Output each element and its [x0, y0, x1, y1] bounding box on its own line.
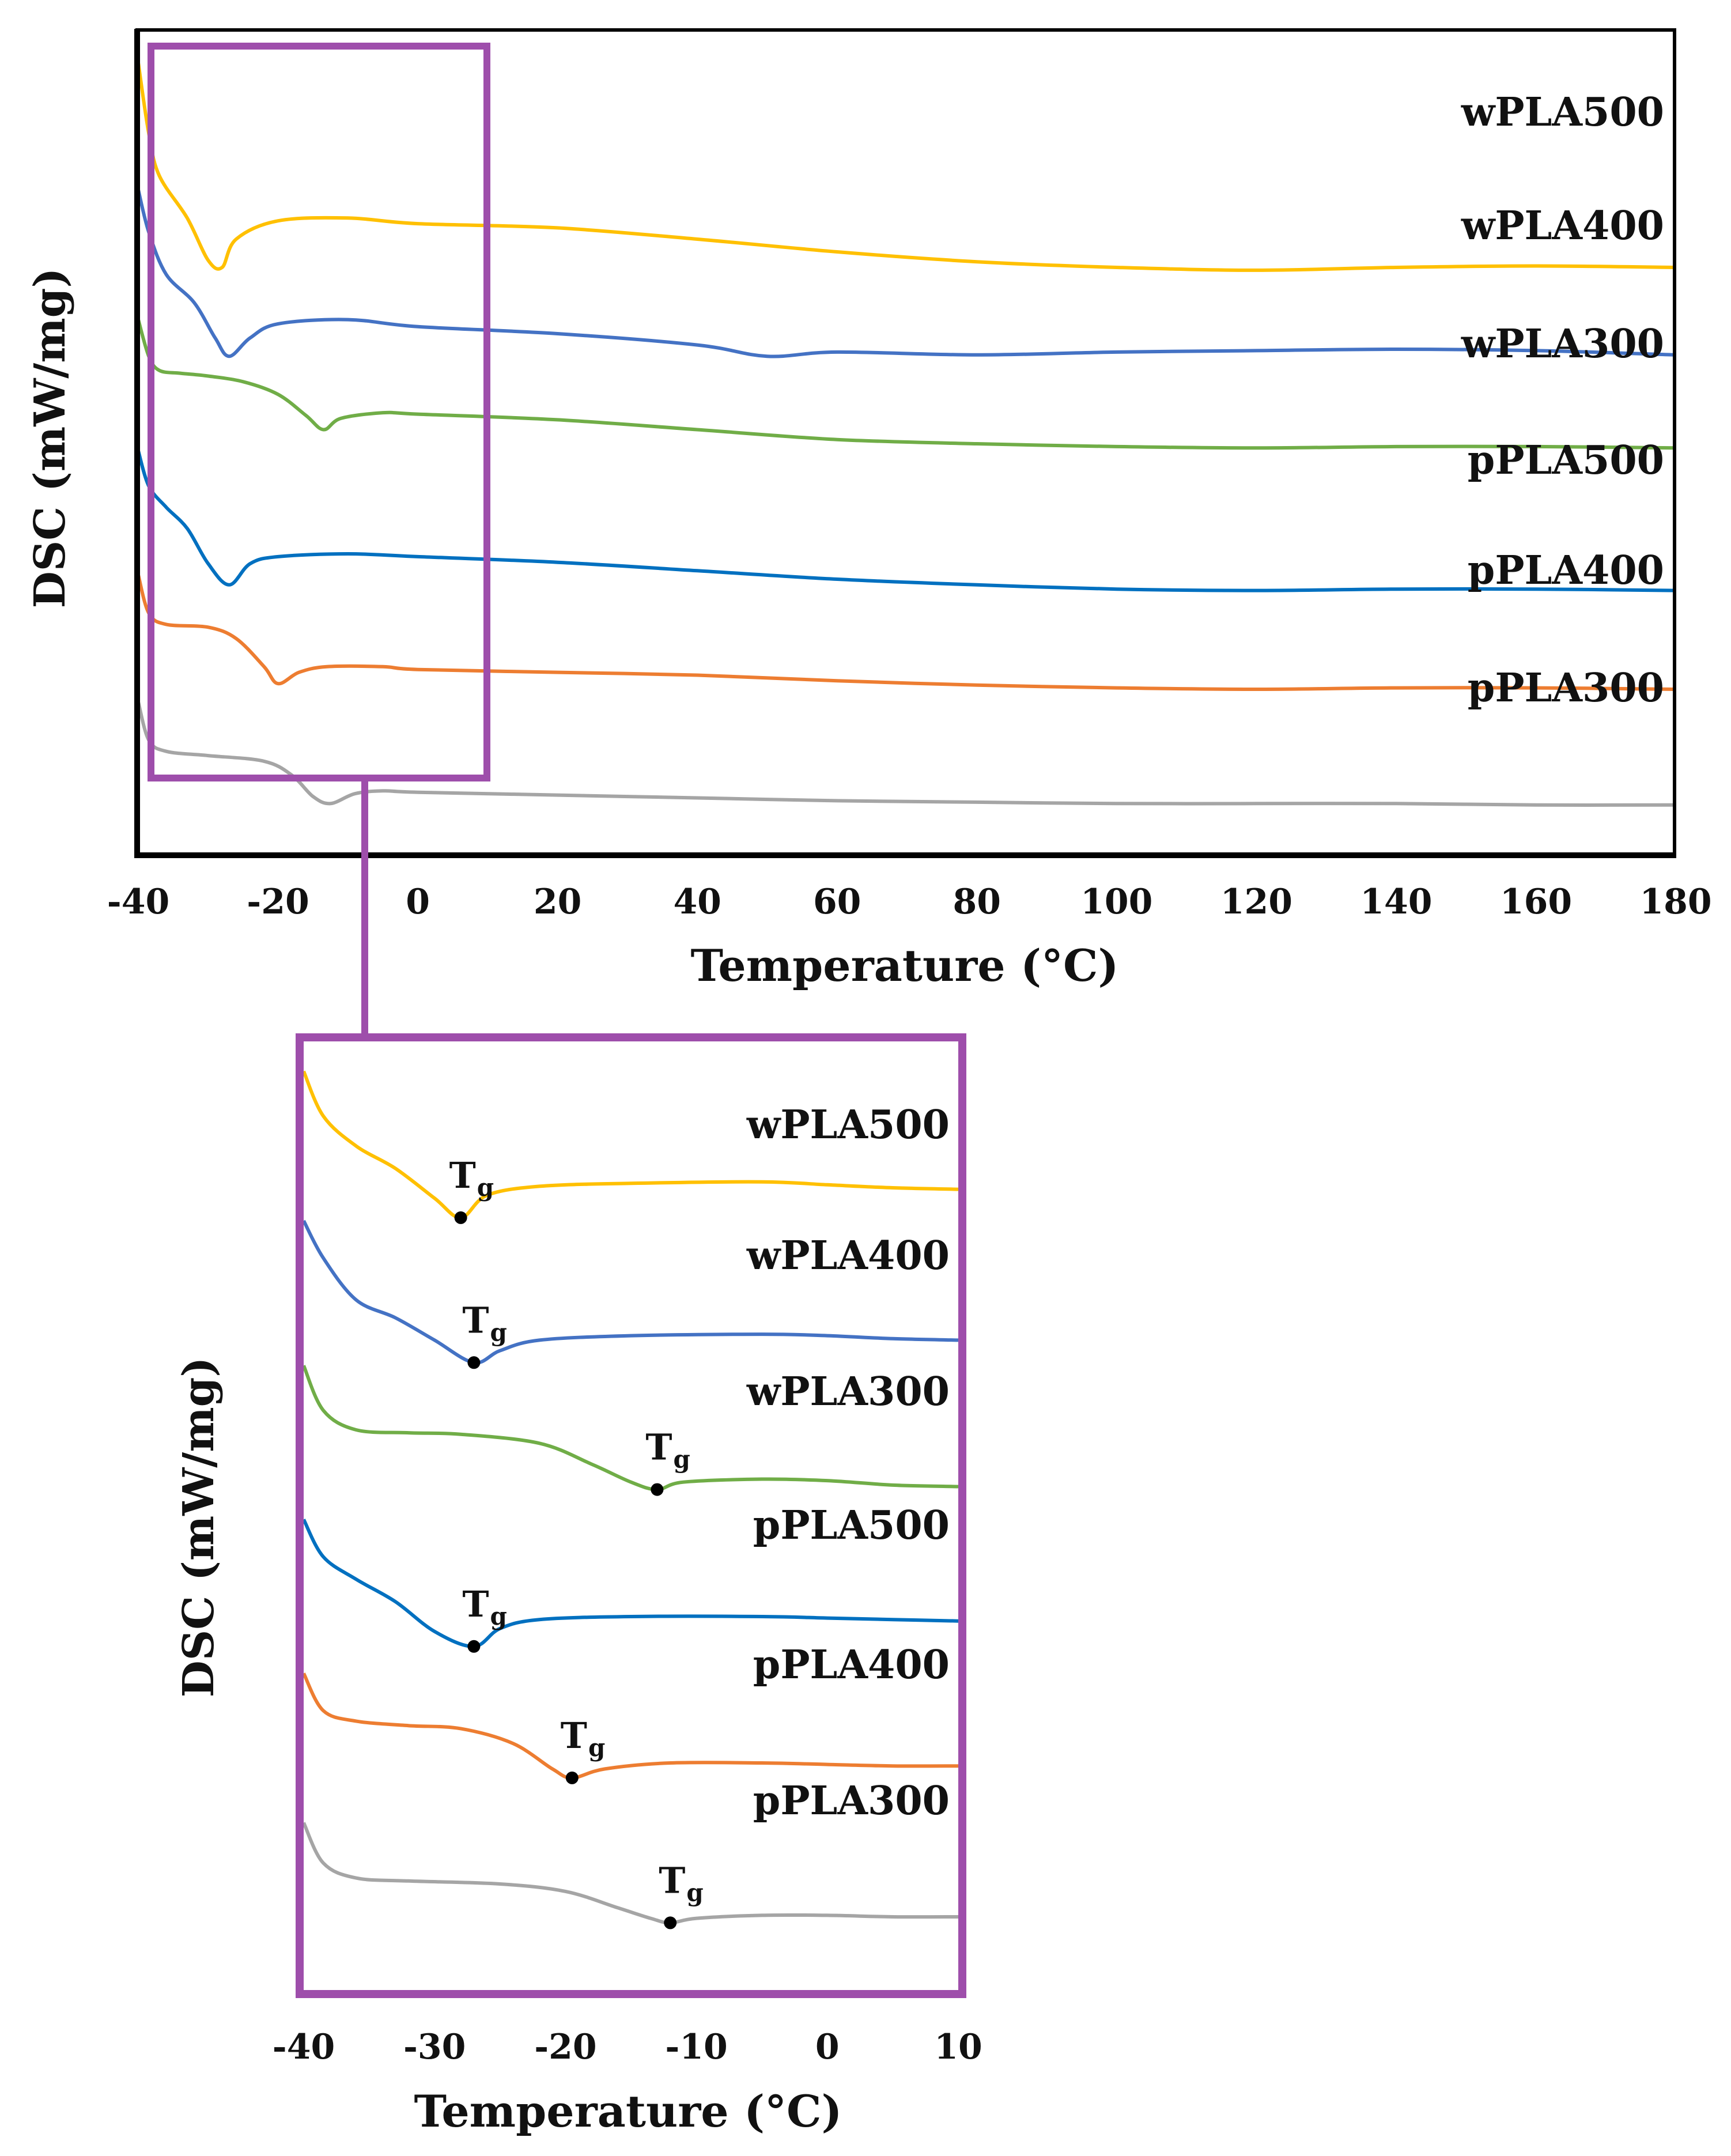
- main-series-label-ppla500: pPLA500: [1468, 437, 1664, 484]
- main-series-label-wpla400: wPLA400: [1461, 203, 1664, 249]
- inset-x-tick-neg30: -30: [403, 2027, 466, 2067]
- inset-series-line-ppla300: [302, 1822, 959, 1925]
- main-x-tick-120: 120: [1220, 882, 1292, 922]
- main-series-label-ppla300: pPLA300: [1468, 665, 1664, 711]
- main-series-line-wpla400: [137, 189, 1676, 358]
- main-x-tick-160: 160: [1500, 882, 1572, 922]
- main-series-line-ppla500: [137, 450, 1676, 592]
- main-x-tick-neg40: -40: [107, 882, 169, 922]
- inset-series-label-group: wPLA500 Tg wPLA400 Tg wPLA300 Tg pPLA500 Tg pPLA…: [449, 1102, 950, 1930]
- main-x-tick-40: 40: [673, 882, 721, 922]
- tg-label-wpla400: Tg: [462, 1299, 507, 1346]
- main-x-tick-180: 180: [1639, 882, 1711, 922]
- inset-x-tick-neg20: -20: [534, 2027, 596, 2067]
- tg-marker-ppla300: [664, 1916, 677, 1930]
- inset-x-tick-0: 0: [815, 2027, 840, 2067]
- tg-marker-ppla500: [467, 1640, 481, 1653]
- inset-series-label-wpla300: wPLA300: [746, 1369, 950, 1415]
- tg-marker-wpla500: [454, 1211, 467, 1224]
- main-x-tick-0: 0: [406, 882, 430, 922]
- tg-label-ppla400: Tg: [561, 1715, 606, 1762]
- inset-x-tick-group: -40 -30 -20 -10 0 10: [273, 2027, 982, 2067]
- inset-series-label-wpla400: wPLA400: [746, 1233, 950, 1279]
- inset-series-line-wpla400: [302, 1219, 959, 1365]
- tg-marker-wpla300: [651, 1483, 664, 1496]
- inset-y-axis-label: DSC (mW/mg): [174, 1357, 224, 1698]
- tg-label-wpla300: Tg: [645, 1426, 690, 1474]
- main-x-tick-20: 20: [534, 882, 582, 922]
- main-series-label-ppla400: pPLA400: [1468, 548, 1664, 594]
- main-x-axis-label: Temperature (°C): [690, 940, 1118, 991]
- inset-series-label-ppla400: pPLA400: [753, 1642, 950, 1688]
- inset-chart: DSC (mW/mg) wPLA500 Tg wPLA400 Tg wPLA300 Tg p…: [174, 1033, 982, 2137]
- main-series-line-wpla300: [137, 319, 1676, 450]
- main-series-group: [137, 62, 1676, 807]
- inset-x-tick-neg40: -40: [273, 2027, 335, 2067]
- inset-series-label-wpla500: wPLA500: [746, 1102, 950, 1148]
- main-series-label-group: wPLA500 wPLA400 wPLA300 pPLA500 pPLA400 pPLA3…: [1461, 89, 1664, 711]
- inset-frame: [296, 1033, 966, 1998]
- tg-label-ppla500: Tg: [462, 1583, 507, 1630]
- inset-x-axis-label: Temperature (°C): [414, 2086, 842, 2137]
- tg-marker-ppla400: [565, 1771, 579, 1784]
- inset-series-line-wpla300: [302, 1365, 959, 1492]
- main-x-tick-100: 100: [1080, 882, 1152, 922]
- main-series-label-wpla300: wPLA300: [1461, 321, 1664, 367]
- main-x-tick-140: 140: [1360, 882, 1432, 922]
- main-x-tick-60: 60: [813, 882, 861, 922]
- tg-label-wpla500: Tg: [449, 1154, 494, 1202]
- main-series-line-ppla400: [137, 574, 1676, 691]
- main-x-tick-neg20: -20: [247, 882, 309, 922]
- main-series-line-ppla300: [137, 701, 1676, 807]
- inset-x-tick-10: 10: [934, 2027, 982, 2067]
- main-chart: DSC (mW/mg) -40 -20 0 20 40 60 80 100 120 140 160 1…: [25, 28, 1712, 1037]
- tg-marker-wpla400: [467, 1356, 481, 1369]
- inset-series-label-ppla300: pPLA300: [753, 1778, 950, 1824]
- main-series-line-wpla500: [137, 62, 1676, 272]
- inset-series-line-wpla500: [302, 1070, 959, 1219]
- tg-label-ppla300: Tg: [659, 1859, 704, 1906]
- inset-series-label-ppla500: pPLA500: [753, 1502, 950, 1549]
- inset-x-tick-neg10: -10: [665, 2027, 727, 2067]
- main-series-label-wpla500: wPLA500: [1461, 89, 1664, 135]
- zoom-region-box: [148, 43, 490, 781]
- inset-series-line-ppla500: [302, 1519, 959, 1648]
- main-y-axis-label: DSC (mW/mg): [25, 268, 75, 609]
- inset-series-line-ppla400: [302, 1672, 959, 1780]
- inset-series-group: [302, 1070, 959, 1925]
- main-x-tick-group: -40 -20 0 20 40 60 80 100 120 140 160 180: [107, 882, 1712, 922]
- main-x-tick-80: 80: [953, 882, 1001, 922]
